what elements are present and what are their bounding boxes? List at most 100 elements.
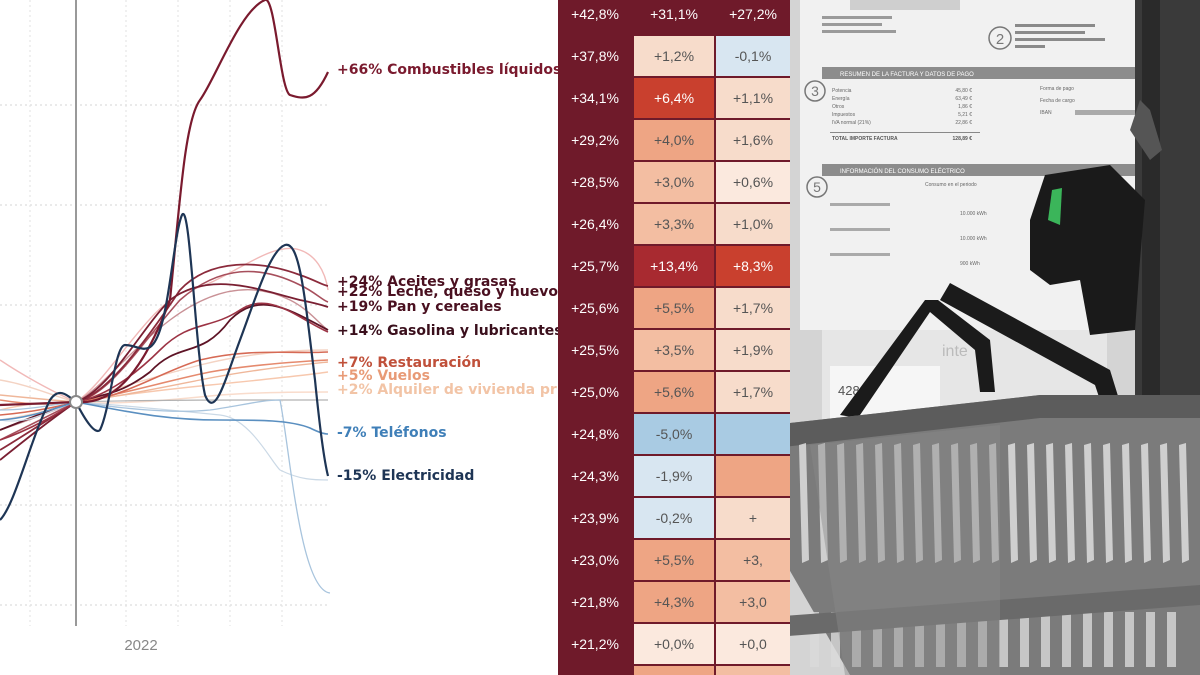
invoice-line-value: 63,49 €	[955, 96, 972, 102]
table-cell: +	[716, 498, 790, 538]
table-cell: +3,5%	[634, 330, 714, 370]
table-cell: +24,3%	[558, 456, 632, 496]
table-cell: +21,8%	[558, 582, 632, 622]
invoice-line-label: Energía	[832, 96, 850, 102]
invoice-line-items: Potencia 45,80 € Energía 63,49 € Otros 1,86 €…	[832, 88, 972, 126]
table-cell: +1,6%	[716, 120, 790, 160]
table-cell: +8,3%	[716, 246, 790, 286]
series-lines	[0, 0, 331, 594]
basket-lower-slot	[1146, 612, 1155, 667]
table-cell: +29,2%	[558, 120, 632, 160]
table-cell: +0,6%	[716, 162, 790, 202]
table-cell: +42,8%	[558, 0, 632, 34]
basket-slot	[951, 443, 961, 563]
basket-lower-slot	[915, 612, 924, 667]
line-chart: 2022 +66% Combustibles líquidos +24% Acei…	[0, 0, 558, 654]
table-row: +26,4% +3,3% +1,0%	[558, 204, 790, 246]
table-row: +23,9% -0,2% +	[558, 498, 790, 540]
basket-slot	[1027, 443, 1037, 563]
series-label: +22% Leche, queso y huevos	[337, 284, 558, 300]
table-row: +25,0% +5,6% +1,7%	[558, 372, 790, 414]
step-2-number: 2	[996, 31, 1004, 48]
payment-method-label: Forma de pago	[1040, 86, 1074, 92]
table-row: +29,2% +4,0% +1,6%	[558, 120, 790, 162]
table-cell: +24,8%	[558, 414, 632, 454]
table-row: +23,0% +5,5% +3,	[558, 540, 790, 582]
series-label: +5% Vuelos	[337, 368, 430, 384]
basket-lower-slot	[894, 612, 903, 667]
table-row: +37,8% +1,2% -0,1%	[558, 36, 790, 78]
series-line-12	[0, 302, 329, 441]
table-cell: +0,0	[716, 624, 790, 664]
invoice-section-1-bar	[822, 67, 1142, 79]
basket-lower-slot	[1125, 612, 1134, 667]
table-cell: +28,5%	[558, 162, 632, 202]
table-cell: +3,0%	[634, 162, 714, 202]
table-cell: +27,2%	[716, 0, 790, 34]
table-row: +24,3% -1,9%	[558, 456, 790, 498]
invoice-section-1-title: RESUMEN DE LA FACTURA Y DATOS DE PAGO	[840, 72, 974, 78]
series-label: -15% Electricidad	[337, 468, 474, 484]
invoice-total-value: 128,89 €	[953, 136, 973, 142]
basket-slot	[970, 443, 980, 563]
table-cell	[716, 456, 790, 496]
series-line-4	[0, 359, 329, 405]
invoice-section-2-title: INFORMACIÓN DEL CONSUMO ELÉCTRICO	[840, 168, 965, 175]
basket-lower-slot	[1104, 612, 1113, 667]
table-cell	[716, 414, 790, 454]
payment-iban-label: IBAN	[1040, 110, 1052, 116]
consumo-row-bar	[830, 253, 890, 256]
table-cell: +3,3%	[634, 204, 714, 244]
series-line-14	[0, 401, 329, 481]
basket-slot	[837, 443, 847, 563]
basket-lower-slot	[1167, 612, 1176, 667]
photo-collage: 2 RESUMEN DE LA FACTURA Y DATOS DE PAGO …	[790, 0, 1200, 675]
line-chart-panel: 2022 +66% Combustibles líquidos +24% Acei…	[0, 0, 558, 675]
invoice-line-label: Potencia	[832, 88, 852, 94]
invoice-total-label: TOTAL IMPORTE FACTURA	[832, 136, 898, 142]
basket-rim	[790, 395, 1200, 447]
table-cell: +21,2%	[558, 624, 632, 664]
table-row: +42,8% +31,1% +27,2%	[558, 0, 790, 36]
table-row	[558, 666, 790, 675]
basket-lower-slot	[1020, 612, 1029, 667]
invoice-line-label: IVA normal (21%)	[832, 120, 871, 126]
table-cell	[558, 666, 632, 675]
series-line-0	[0, 349, 329, 403]
basket-slot	[799, 443, 809, 563]
table-cell: +3,0	[716, 582, 790, 622]
gridlines	[0, 0, 330, 626]
table-cell: +25,6%	[558, 288, 632, 328]
table-row: +21,8% +4,3% +3,0	[558, 582, 790, 624]
receipt-brand: inte	[942, 343, 968, 360]
table-cell: +5,5%	[634, 540, 714, 580]
basket-lower-slot	[1083, 612, 1092, 667]
basket-slot	[856, 443, 866, 563]
table-cell: +6,4%	[634, 78, 714, 118]
basket-slot	[1103, 443, 1113, 563]
table-cell: +23,0%	[558, 540, 632, 580]
table-row: +25,5% +3,5% +1,9%	[558, 330, 790, 372]
series-line-2	[0, 361, 329, 403]
invoice-line-value: 5,21 €	[958, 112, 972, 118]
basket-slot	[1065, 443, 1075, 563]
series-label: +19% Pan y cereales	[337, 299, 502, 315]
basket-lower-slot	[999, 612, 1008, 667]
series-line-8	[0, 270, 329, 441]
table-row: +25,7% +13,4% +8,3%	[558, 246, 790, 288]
basket-lower-slot	[957, 612, 966, 667]
consumo-row-value: 10.000 kWh	[960, 236, 987, 242]
invoice-line-value: 22,86 €	[955, 120, 972, 126]
series-labels: +66% Combustibles líquidos +24% Aceites y…	[337, 62, 558, 484]
step-5-number: 5	[813, 179, 821, 195]
consumo-header: Consumo en el periodo	[925, 182, 977, 188]
table-cell: +5,5%	[634, 288, 714, 328]
table-cell: +1,7%	[716, 372, 790, 412]
basket-lower-slot	[852, 612, 861, 667]
basket-base-band	[790, 585, 1200, 636]
basket-slot	[1179, 443, 1189, 563]
basket-slot	[932, 443, 942, 563]
basket-lower-slot	[1062, 612, 1071, 667]
table-cell: +4,3%	[634, 582, 714, 622]
table-row: +24,8% -5,0%	[558, 414, 790, 456]
